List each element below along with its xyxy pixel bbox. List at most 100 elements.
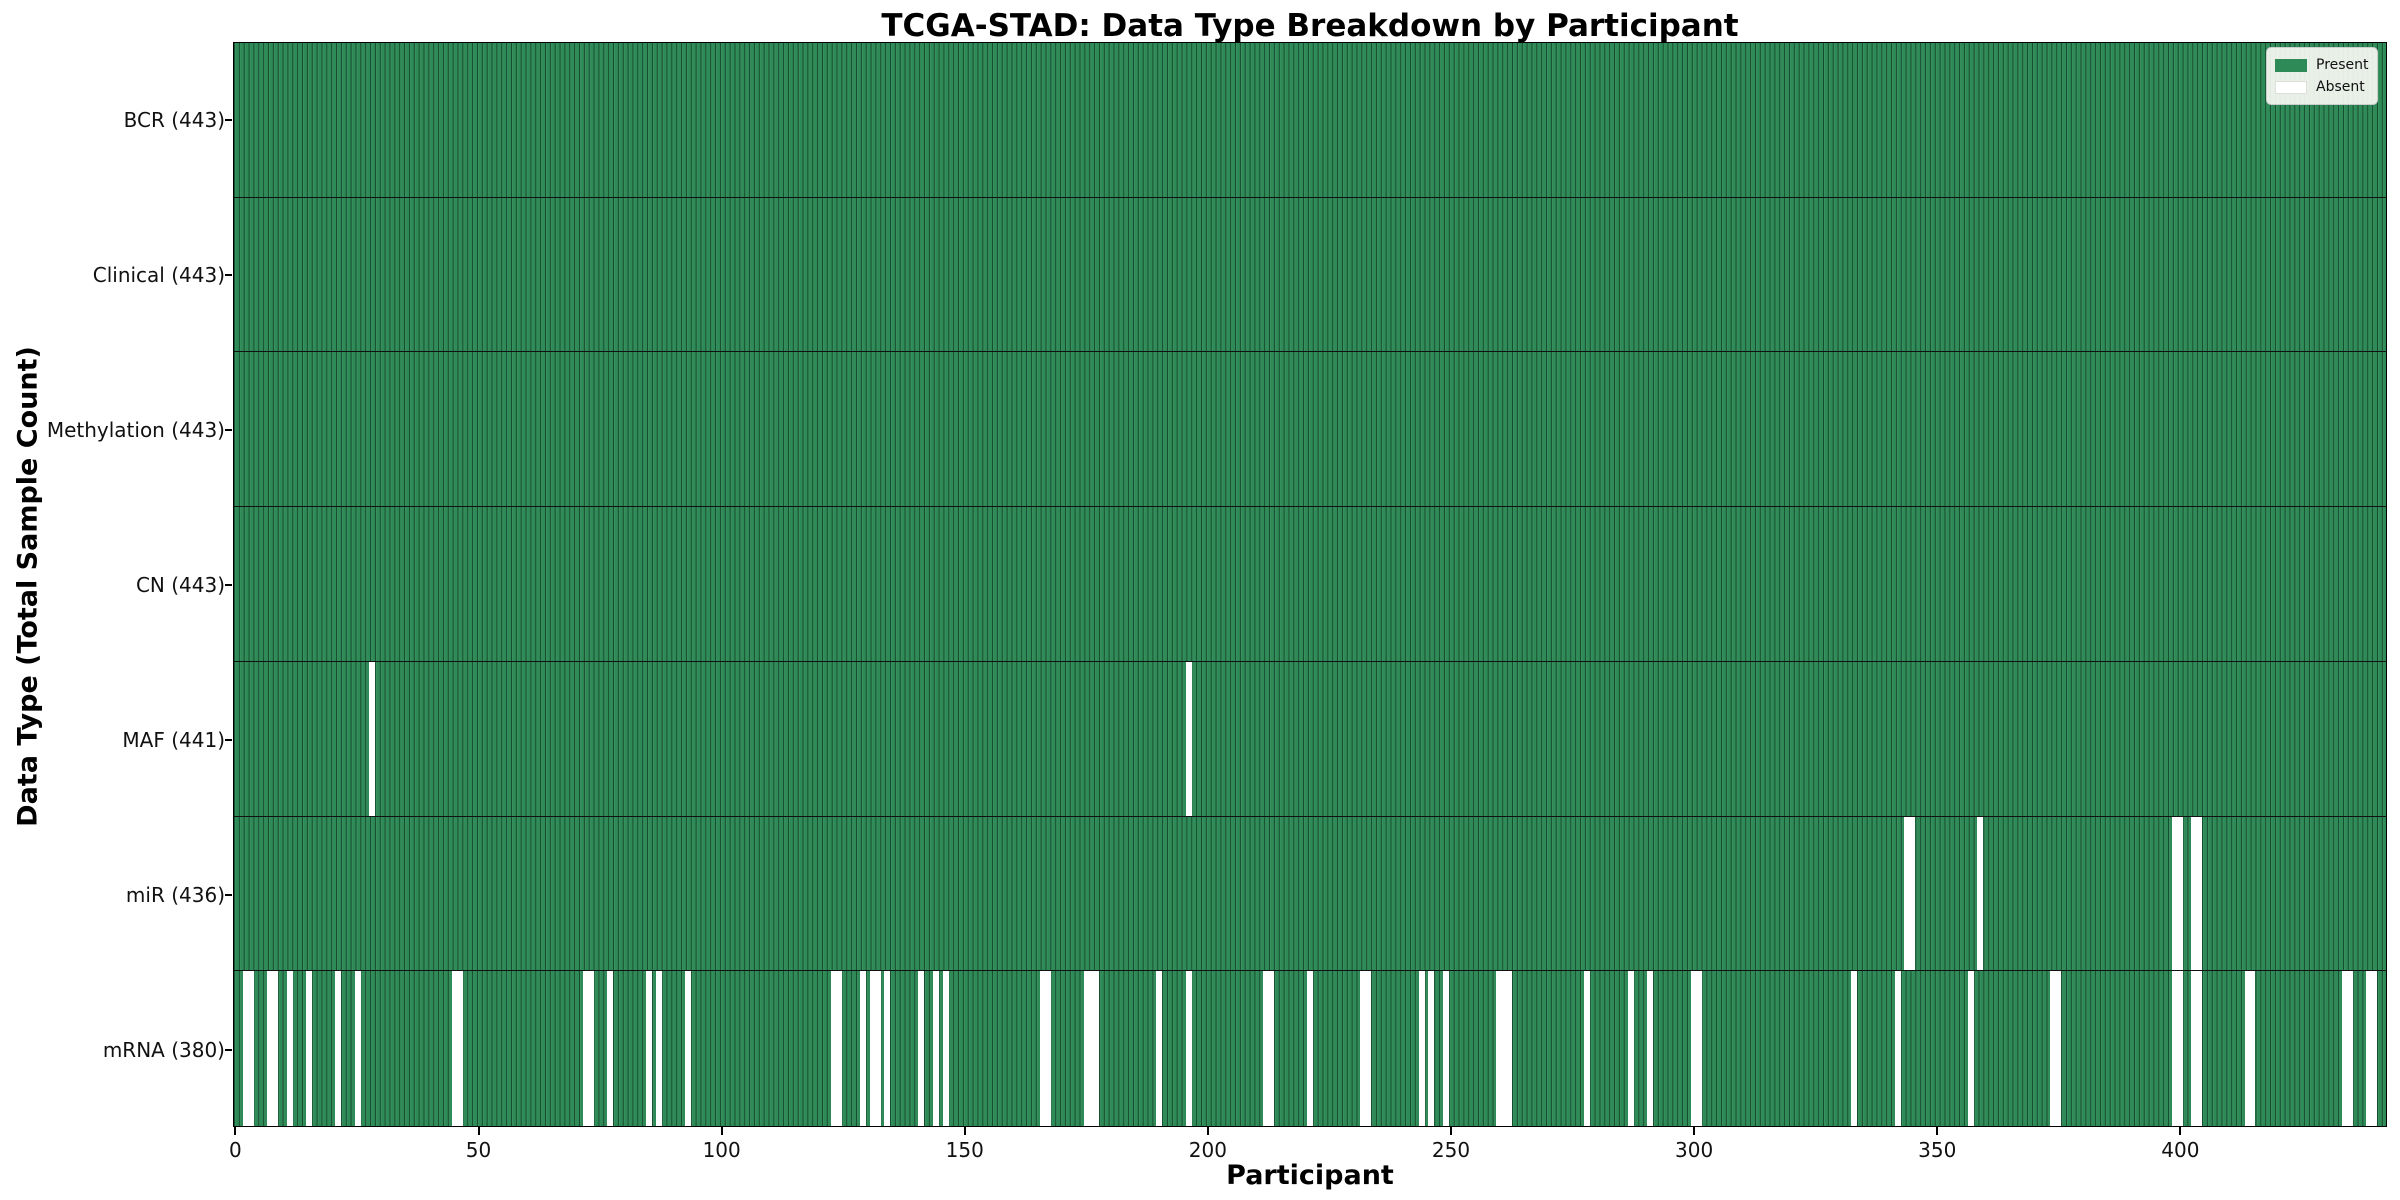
- y-tick-mark: [225, 428, 232, 431]
- absent-bar: [1904, 816, 1911, 971]
- absent-bar: [2195, 971, 2202, 1126]
- absent-bar: [243, 971, 250, 1126]
- x-axis-label: Participant: [1226, 1160, 1394, 1191]
- absent-bar: [1360, 971, 1367, 1126]
- absent-bar: [1044, 971, 1051, 1126]
- x-tick-label-100: 100: [702, 1138, 741, 1162]
- absent-bar: [860, 971, 867, 1126]
- data-row-mrna: [234, 971, 2386, 1126]
- absent-bar: [2195, 816, 2202, 971]
- absent-bar: [918, 971, 925, 1126]
- x-tick-mark: [1450, 1127, 1452, 1135]
- absent-bar: [874, 971, 881, 1126]
- y-tick-label-maf: MAF (441): [122, 727, 225, 752]
- x-tick-label-350: 350: [1918, 1138, 1957, 1162]
- absent-bar: [2341, 971, 2348, 1126]
- absent-bar: [1894, 971, 1901, 1126]
- x-tick-mark: [2179, 1127, 2182, 1135]
- absent-bar: [1156, 971, 1163, 1126]
- absent-bar: [1695, 971, 1702, 1126]
- data-row-clinical: [234, 197, 2386, 353]
- absent-bar: [583, 971, 590, 1126]
- data-row-maf: [234, 661, 2386, 817]
- plot-area: [233, 42, 2387, 1127]
- legend-label: Present: [2316, 57, 2369, 73]
- y-tick-mark: [225, 1048, 232, 1051]
- x-tick-mark: [1206, 1127, 1209, 1135]
- x-tick-mark: [720, 1127, 723, 1135]
- legend-entry-present: Present: [2275, 54, 2369, 76]
- x-tick-label-50: 50: [465, 1138, 492, 1162]
- absent-bar: [456, 971, 463, 1126]
- legend-entry-absent: Absent: [2275, 76, 2369, 98]
- absent-bar: [2055, 971, 2062, 1126]
- absent-bar: [2176, 816, 2183, 971]
- absent-bar: [1263, 971, 1270, 1126]
- absent-bar: [267, 971, 274, 1126]
- absent-bar: [2191, 816, 2198, 971]
- x-tick-label-250: 250: [1431, 1138, 1471, 1162]
- absent-bar: [2244, 971, 2251, 1126]
- absent-bar: [869, 971, 876, 1126]
- absent-bar: [656, 971, 663, 1126]
- absent-bar: [452, 971, 459, 1126]
- absent-bar: [2171, 816, 2178, 971]
- absent-bar: [1185, 971, 1192, 1126]
- absent-bar: [1306, 971, 1314, 1126]
- absent-bar: [685, 971, 692, 1126]
- chart-title: TCGA-STAD: Data Type Breakdown by Partic…: [881, 8, 1739, 44]
- data-row-methylation: [234, 352, 2386, 508]
- absent-bar: [1083, 971, 1090, 1126]
- x-tick-label-200: 200: [1188, 1138, 1227, 1162]
- absent-bar: [2346, 971, 2353, 1126]
- y-axis-label: Data Type (Total Sample Count): [12, 346, 44, 827]
- absent-bar: [2176, 971, 2183, 1126]
- data-row-mir: [234, 816, 2386, 972]
- absent-bar: [1496, 971, 1503, 1126]
- absent-bar: [2191, 971, 2198, 1126]
- absent-bar: [286, 971, 293, 1126]
- absent-bar: [1442, 971, 1450, 1126]
- absent-bar: [2171, 971, 2178, 1126]
- x-tick-mark: [477, 1127, 480, 1135]
- absent-bar: [1627, 971, 1634, 1126]
- absent-bar: [830, 971, 837, 1126]
- y-tick-mark: [225, 273, 232, 276]
- absent-bar: [1088, 971, 1095, 1126]
- absent-bar: [1185, 661, 1192, 816]
- absent-bar: [1501, 971, 1508, 1126]
- absent-bar: [2365, 971, 2373, 1126]
- x-tick-label-300: 300: [1675, 1138, 1714, 1162]
- y-tick-mark: [225, 583, 232, 586]
- absent-bar: [1690, 971, 1697, 1126]
- absent-bar: [2370, 971, 2377, 1126]
- absent-bar: [1583, 971, 1590, 1126]
- absent-bar: [1039, 971, 1046, 1126]
- absent-bar: [1647, 971, 1654, 1126]
- x-tick-label-400: 400: [2161, 1138, 2200, 1162]
- absent-bar: [306, 971, 313, 1126]
- y-tick-mark: [225, 118, 232, 121]
- legend: Present Absent: [2266, 47, 2378, 105]
- absent-bar: [1977, 816, 1984, 971]
- x-tick-label-150: 150: [945, 1138, 984, 1162]
- absent-bar: [1428, 971, 1435, 1126]
- y-tick-label-clinical: Clinical (443): [92, 262, 225, 287]
- x-tick-mark: [1936, 1127, 1939, 1135]
- y-tick-mark: [225, 738, 232, 741]
- absent-bar: [335, 971, 342, 1126]
- absent-bar: [247, 971, 255, 1126]
- absent-bar: [1506, 971, 1513, 1126]
- y-tick-mark: [225, 893, 232, 896]
- x-tick-mark: [1693, 1127, 1696, 1135]
- absent-bar: [646, 971, 653, 1126]
- absent-bar: [369, 661, 376, 816]
- absent-bar: [1851, 971, 1858, 1126]
- data-row-bcr: [234, 43, 2386, 198]
- absent-bar: [1909, 816, 1916, 971]
- legend-swatch-present: [2275, 58, 2307, 72]
- legend-label: Absent: [2316, 79, 2365, 95]
- y-tick-label-cn: CN (443): [135, 572, 225, 597]
- absent-bar: [1418, 971, 1425, 1126]
